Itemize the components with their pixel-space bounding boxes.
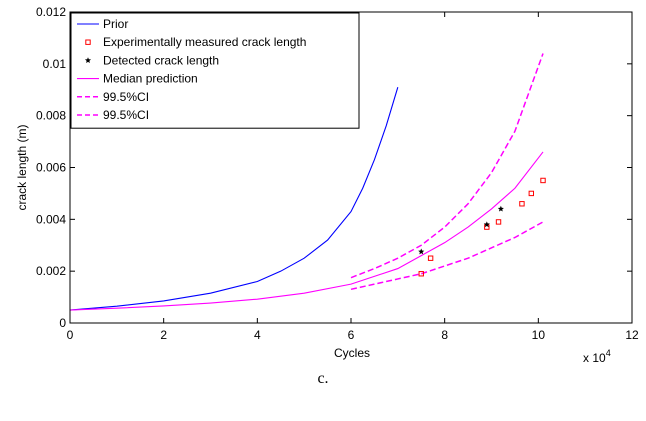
y-axis-label: crack length (m) xyxy=(15,124,29,210)
x-tick-label: 12 xyxy=(625,328,639,342)
y-tick-label: 0.008 xyxy=(36,109,66,123)
series-line-5 xyxy=(351,222,543,289)
y-tick-label: 0.004 xyxy=(36,212,66,226)
x-tick-label: 6 xyxy=(348,328,355,342)
y-tick-label: 0 xyxy=(59,316,66,330)
plot-markers xyxy=(418,178,545,276)
data-point-detected xyxy=(418,249,424,255)
legend-label: 99.5%CI xyxy=(103,108,149,122)
x-axis-multiplier-exponent: 4 xyxy=(606,348,611,358)
x-tick-label: 4 xyxy=(254,328,261,342)
legend-label: Prior xyxy=(103,17,128,31)
y-tick-label: 0.002 xyxy=(36,264,66,278)
figure-caption: c. xyxy=(0,370,646,388)
data-point-measured xyxy=(520,202,524,206)
legend-label: Detected crack length xyxy=(103,53,219,67)
series-line-3 xyxy=(70,152,543,310)
x-tick-label: 0 xyxy=(67,328,74,342)
data-point-detected xyxy=(498,206,504,212)
x-tick-label: 10 xyxy=(532,328,546,342)
x-axis-label: Cycles xyxy=(334,346,370,360)
y-tick-label: 0.012 xyxy=(36,5,66,19)
data-point-measured xyxy=(529,191,533,195)
legend-label: Experimentally measured crack length xyxy=(103,35,306,49)
x-axis-multiplier-base: x 10 xyxy=(583,351,606,365)
data-point-measured xyxy=(428,256,432,260)
y-tick-label: 0.006 xyxy=(36,161,66,175)
series-line-4 xyxy=(351,53,543,277)
legend-label: 99.5%CI xyxy=(103,90,149,104)
x-tick-label: 2 xyxy=(160,328,167,342)
x-axis-multiplier: x 104 xyxy=(583,348,611,365)
data-point-measured xyxy=(496,220,500,224)
legend-label: Median prediction xyxy=(103,72,198,86)
x-tick-label: 8 xyxy=(441,328,448,342)
data-point-measured xyxy=(541,178,545,182)
legend: Prior Experimentally measured crack lengt… xyxy=(71,13,359,128)
y-tick-label: 0.01 xyxy=(43,57,67,71)
